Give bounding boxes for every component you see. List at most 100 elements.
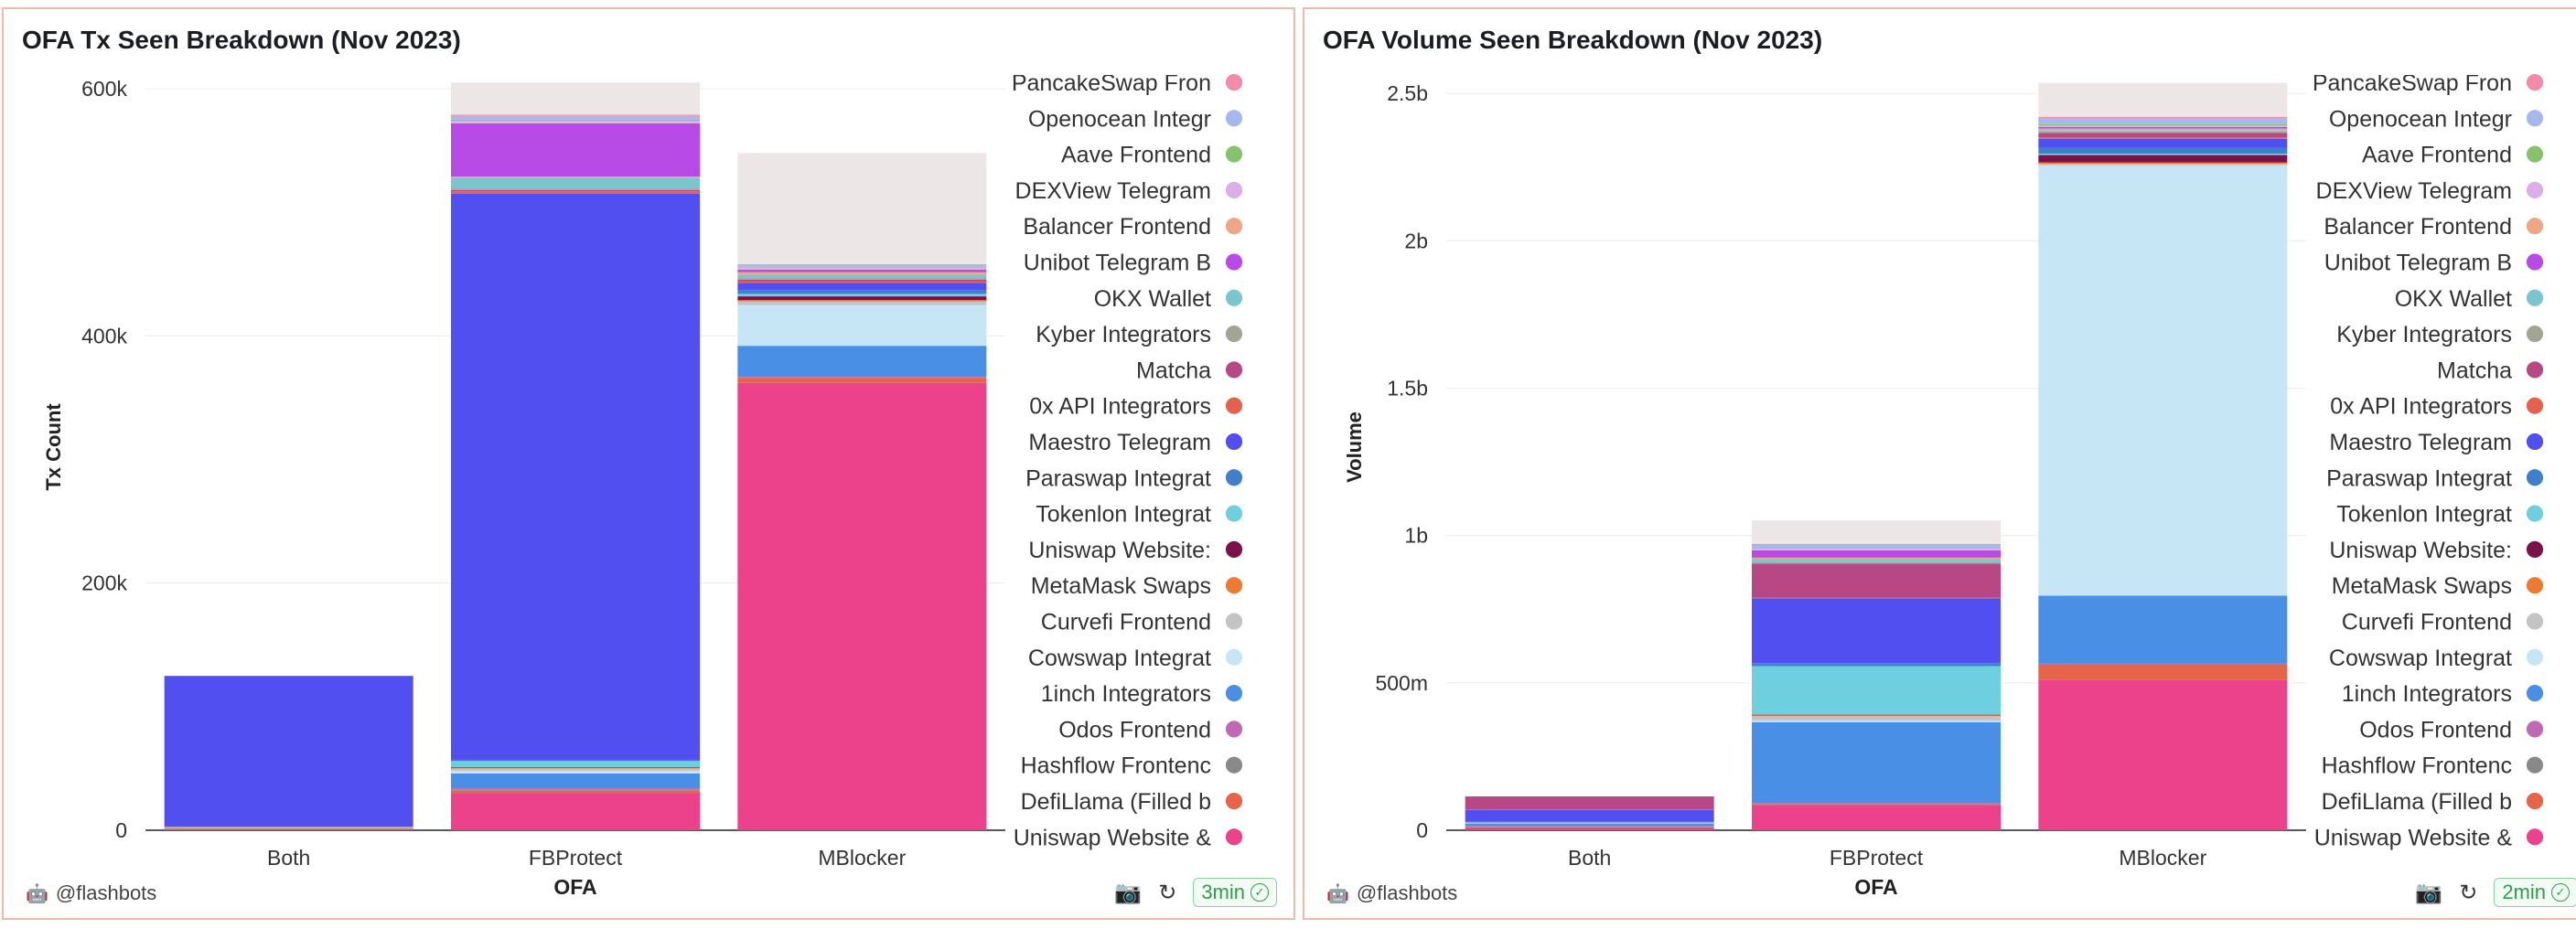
refresh-icon[interactable]: ↻ (1158, 880, 1177, 905)
bar-segment[interactable] (1752, 663, 2001, 667)
legend-label[interactable]: DEXView Telegram (2316, 178, 2512, 204)
bar-segment[interactable] (451, 176, 700, 178)
bar-segment[interactable] (2038, 118, 2288, 124)
legend-label[interactable]: Uniswap Website: (2329, 538, 2512, 563)
bar-segment[interactable] (1752, 557, 2001, 560)
legend-label[interactable]: OKX Wallet (2395, 286, 2512, 312)
legend-label[interactable]: Aave Frontend (1061, 143, 1211, 168)
legend-label[interactable]: Unibot Telegram B (1024, 251, 1211, 276)
bar-segment[interactable] (737, 267, 987, 271)
legend-label[interactable]: Tokenlon Integrat (1036, 502, 1211, 528)
bar-segment[interactable] (451, 115, 700, 120)
bar-segment[interactable] (2038, 162, 2288, 165)
bar-segment[interactable] (1752, 544, 2001, 546)
bar-segment[interactable] (451, 189, 700, 192)
bar-segment[interactable] (164, 676, 413, 828)
legend-label[interactable]: MetaMask Swaps (1031, 573, 1211, 599)
bar-segment[interactable] (2038, 133, 2288, 138)
legend-label[interactable]: 1inch Integrators (2342, 681, 2512, 707)
bar-segment[interactable] (2038, 126, 2288, 129)
bar-segment[interactable] (2038, 155, 2288, 163)
bar-segment[interactable] (451, 188, 700, 190)
legend-label[interactable]: PancakeSwap Fron (2313, 70, 2512, 96)
bar-segment[interactable] (737, 304, 987, 347)
legend-label[interactable]: 0x API Integrators (2330, 394, 2512, 420)
bar-segment[interactable] (737, 279, 987, 282)
bar-segment[interactable] (737, 346, 987, 377)
legend-label[interactable]: Hashflow Frontenc (1021, 753, 1211, 779)
bar-segment[interactable] (1752, 721, 2001, 804)
legend-label[interactable]: OKX Wallet (1094, 286, 1211, 312)
bar-segment[interactable] (1752, 563, 2001, 598)
legend-label[interactable]: Kyber Integrators (2336, 322, 2512, 347)
bar-segment[interactable] (2038, 116, 2288, 119)
bar-segment[interactable] (451, 114, 700, 116)
bar-segment[interactable] (737, 153, 987, 264)
bar-segment[interactable] (1752, 549, 2001, 550)
bar-segment[interactable] (737, 378, 987, 383)
bar-segment[interactable] (1465, 823, 1714, 827)
bar-segment[interactable] (737, 270, 987, 272)
bar-segment[interactable] (2038, 665, 2288, 680)
legend-label[interactable]: 1inch Integrators (1041, 681, 1211, 707)
bar-segment[interactable] (737, 377, 987, 379)
bar-segment[interactable] (451, 771, 700, 774)
bar-segment[interactable] (2038, 663, 2288, 665)
bar-segment[interactable] (737, 294, 987, 297)
bar-segment[interactable] (1752, 716, 2001, 721)
legend-label[interactable]: Balancer Frontend (1023, 214, 1211, 240)
bar-segment[interactable] (737, 301, 987, 305)
legend-label[interactable]: Aave Frontend (2362, 143, 2512, 168)
legend-label[interactable]: Openocean Integr (1028, 106, 1211, 132)
bar-segment[interactable] (2038, 165, 2288, 596)
legend-label[interactable]: 0x API Integrators (1029, 394, 1211, 420)
bar-segment[interactable] (2038, 125, 2288, 127)
bar-segment[interactable] (451, 767, 700, 768)
footer-brand[interactable]: 🤖 @flashbots (1326, 881, 1457, 905)
bar-segment[interactable] (2038, 664, 2288, 666)
bar-segment[interactable] (737, 264, 987, 267)
bar-segment[interactable] (1752, 598, 2001, 664)
legend-label[interactable]: Odos Frontend (2359, 717, 2512, 742)
legend-label[interactable]: Kyber Integrators (1036, 322, 1211, 347)
bar-segment[interactable] (451, 177, 700, 189)
bar-segment[interactable] (451, 793, 700, 830)
bar-segment[interactable] (737, 263, 987, 265)
bar-segment[interactable] (1752, 666, 2001, 715)
bar-segment[interactable] (164, 828, 413, 830)
bar-segment[interactable] (1752, 597, 2001, 599)
bar-segment[interactable] (451, 790, 700, 794)
bar-segment[interactable] (1752, 550, 2001, 558)
bar-segment[interactable] (2038, 164, 2288, 166)
bar-segment[interactable] (451, 191, 700, 194)
bar-segment[interactable] (737, 266, 987, 268)
legend-label[interactable]: Matcha (1136, 358, 1211, 383)
bar-segment[interactable] (1752, 520, 2001, 545)
legend-label[interactable]: Openocean Integr (2329, 106, 2512, 132)
bar-segment[interactable] (1752, 561, 2001, 564)
bar-segment[interactable] (451, 761, 700, 768)
legend-label[interactable]: DefiLlama (Filled b (1021, 789, 1211, 815)
bar-segment[interactable] (451, 119, 700, 122)
legend-label[interactable]: Uniswap Website & (1014, 825, 1212, 850)
bar-segment[interactable] (451, 773, 700, 789)
bar-segment[interactable] (451, 82, 700, 115)
bar-segment[interactable] (451, 759, 700, 762)
bar-segment[interactable] (451, 767, 700, 769)
bar-segment[interactable] (737, 376, 987, 378)
bar-segment[interactable] (737, 382, 987, 830)
bar-segment[interactable] (737, 278, 987, 280)
bar-segment[interactable] (451, 121, 700, 123)
bar-segment[interactable] (1752, 559, 2001, 562)
bar-segment[interactable] (451, 788, 700, 790)
bar-segment[interactable] (451, 193, 700, 760)
bar-segment[interactable] (2038, 137, 2288, 139)
bar-segment[interactable] (737, 296, 987, 301)
bar-segment[interactable] (1752, 805, 2001, 830)
bar-segment[interactable] (1465, 809, 1714, 822)
bar-segment[interactable] (1752, 548, 2001, 550)
bar-segment[interactable] (737, 281, 987, 283)
legend-label[interactable]: Cowswap Integrat (1028, 646, 1211, 671)
legend-label[interactable]: Hashflow Frontenc (2322, 753, 2512, 779)
bar-segment[interactable] (737, 300, 987, 302)
